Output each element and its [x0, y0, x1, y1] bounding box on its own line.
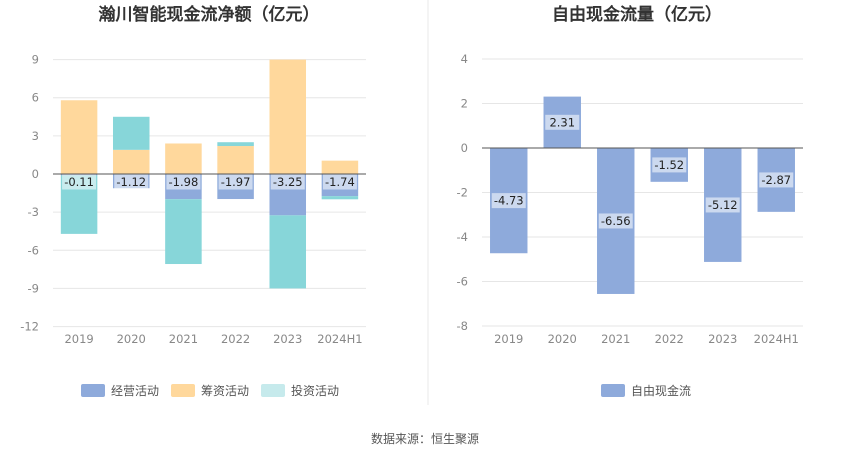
x-tick-label: 2024H1 [754, 332, 799, 346]
data-label: -1.98 [169, 175, 199, 189]
data-label: -2.87 [761, 173, 791, 187]
bar-筹资活动-2024H1 [321, 160, 359, 174]
x-tick-label: 2024H1 [317, 332, 362, 346]
data-label: 2.31 [549, 115, 575, 129]
y-tick-label: 6 [32, 91, 39, 105]
y-tick-label: 0 [32, 167, 39, 181]
data-label: -4.73 [494, 194, 524, 208]
legend-swatch [261, 384, 285, 397]
x-tick-label: 2020 [117, 332, 146, 346]
y-tick-label: 4 [461, 52, 468, 66]
bar-筹资活动-2019 [60, 100, 98, 174]
data-label-bg [218, 174, 253, 190]
bar-筹资活动-2023 [269, 59, 307, 175]
legend-label: 投资活动 [291, 383, 339, 398]
x-tick-label: 2023 [708, 332, 737, 346]
y-tick-label: -6 [28, 243, 39, 257]
left-chart-legend: 经营活动 筹资活动 投资活动 [81, 383, 339, 398]
data-label: -1.12 [116, 175, 146, 189]
right-chart-title: 自由现金流量（亿元） [552, 4, 722, 25]
left-chart-title: 瀚川智能现金流净额（亿元） [98, 4, 320, 25]
right-chart-legend: 自由现金流 [601, 383, 691, 398]
y-tick-label: -6 [457, 275, 468, 289]
y-tick-label: 3 [32, 129, 39, 143]
data-label: -6.56 [601, 214, 631, 228]
bar-筹资活动-2021 [165, 143, 202, 174]
data-source-note: 数据来源：恒生聚源 [371, 431, 479, 446]
data-label: -0.11 [64, 175, 94, 189]
data-label: -1.74 [325, 175, 355, 189]
y-tick-label: 9 [32, 53, 39, 67]
data-label-bg [652, 157, 687, 173]
data-label-bg [270, 174, 305, 190]
legend-swatch [81, 384, 105, 397]
data-label-bg [705, 197, 740, 213]
data-label: -1.52 [654, 158, 684, 172]
y-tick-label: 2 [461, 97, 468, 111]
data-label-bg [545, 114, 580, 130]
legend-label: 经营活动 [111, 384, 159, 398]
right-chart-plot: 4 2 0 -2 -4 -6 -8 -4.73 2.31 -6.56 -1.52 -5.12 -2.87… [457, 52, 803, 346]
y-tick-label: -2 [457, 186, 468, 200]
x-tick-label: 2019 [64, 332, 93, 346]
data-label-bg [114, 174, 149, 190]
bar-投资活动-2023 [269, 215, 307, 289]
x-tick-label: 2020 [548, 332, 577, 346]
data-label-bg [491, 193, 526, 209]
legend-swatch [171, 384, 195, 397]
data-label: -5.12 [708, 198, 738, 212]
data-label-bg [598, 213, 633, 229]
bar-投资活动-2020 [112, 116, 150, 150]
x-tick-label: 2019 [494, 332, 523, 346]
x-tick-label: 2022 [221, 332, 250, 346]
legend-label: 筹资活动 [201, 384, 249, 398]
data-label-bg [62, 174, 97, 190]
x-tick-label: 2023 [273, 332, 302, 346]
bar-筹资活动-2020 [112, 149, 150, 174]
data-label-bg [759, 172, 794, 188]
x-tick-label: 2021 [601, 332, 630, 346]
bar-筹资活动-2022 [217, 146, 254, 174]
x-tick-label: 2021 [169, 332, 198, 346]
data-label-bg [166, 174, 201, 190]
data-label: -3.25 [273, 175, 303, 189]
y-tick-label: -9 [28, 281, 39, 295]
bar-投资活动-2022 [217, 142, 254, 147]
legend-label: 自由现金流 [631, 383, 691, 398]
y-tick-label: -3 [28, 205, 39, 219]
y-tick-label: -4 [457, 230, 468, 244]
bar-投资活动-2024H1 [321, 196, 359, 200]
bar-投资活动-2021 [165, 199, 202, 265]
legend-swatch [601, 384, 625, 397]
data-label: -1.97 [221, 175, 251, 189]
y-tick-label: -8 [457, 319, 468, 333]
y-tick-label: -12 [20, 320, 39, 334]
y-tick-label: 0 [461, 141, 468, 155]
x-tick-label: 2022 [655, 332, 684, 346]
left-chart-plot: 9 6 3 0 -3 -6 -9 -12 -0.11 -1.12 -1.98 -1.97 -3.25 -1… [20, 53, 366, 346]
data-label-bg [322, 174, 357, 190]
